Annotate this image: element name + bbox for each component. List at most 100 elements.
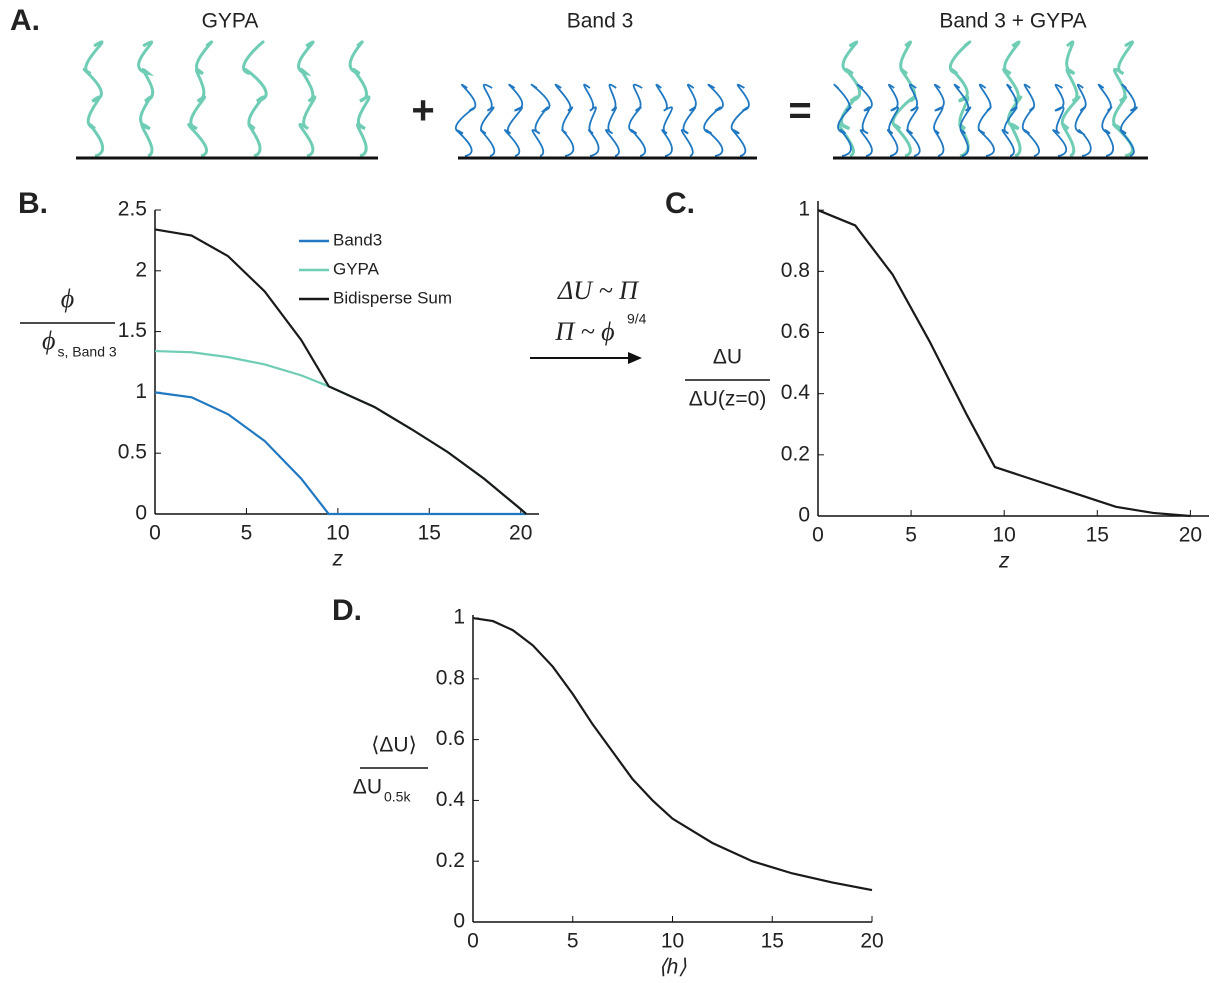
operator: =: [788, 89, 811, 133]
polymer-chain: [348, 40, 371, 158]
y-tick-label: 1: [453, 606, 465, 629]
y-tick-label: 0.6: [781, 320, 810, 343]
y-tick-label: 2.5: [118, 198, 147, 221]
data-line: [154, 349, 527, 515]
y-label-subscript: 0.5k: [384, 789, 411, 805]
y-tick-label: 0: [798, 504, 810, 527]
y-tick-label: 0.8: [436, 666, 465, 689]
polymer-chain: [554, 83, 575, 157]
polymer-chain: [833, 83, 852, 157]
y-label-numerator: ϕ: [61, 284, 74, 313]
y-tick-label: 1: [135, 380, 147, 403]
diagram-title: Band 3 + GYPA: [939, 10, 1086, 33]
x-tick-label: 20: [1179, 524, 1202, 547]
polymer-chain: [82, 40, 104, 158]
x-tick-label: 0: [467, 930, 479, 953]
legend-label: GYPA: [333, 259, 380, 278]
annotation: ΔU ~ Π: [557, 276, 640, 305]
polymer-chain: [891, 40, 917, 158]
polymer-chain: [479, 83, 496, 157]
y-label-numerator: ⟨ΔU⟩: [371, 734, 417, 757]
polymer-chain: [454, 83, 477, 157]
polymer-chain: [933, 83, 945, 157]
y-label-denominator: ϕ: [42, 326, 55, 355]
polymer-chain: [1052, 83, 1067, 157]
y-label-numerator: ΔU: [713, 346, 742, 369]
polymer-chain: [948, 40, 972, 158]
polymer-chain: [1021, 83, 1040, 157]
polymer-chain: [655, 83, 673, 157]
annotation: Π ~ ϕ: [554, 317, 614, 346]
polymer-chain: [583, 83, 600, 157]
x-tick-label: 5: [567, 930, 579, 953]
x-axis-label: z: [998, 550, 1010, 573]
legend-label: Bidisperse Sum: [333, 288, 452, 307]
data-line: [472, 616, 873, 892]
polymer-chain: [856, 83, 873, 157]
polymer-chain: [628, 83, 647, 157]
polymer-chain: [886, 83, 899, 157]
y-tick-label: 2: [135, 258, 147, 281]
legend-label: Band3: [333, 230, 382, 249]
polymer-chain: [953, 83, 972, 157]
x-tick-label: 20: [509, 522, 532, 545]
polymer-chain: [605, 83, 620, 157]
x-tick-label: 10: [993, 524, 1016, 547]
polymer-diagram: [82, 40, 1138, 158]
y-tick-label: 0.4: [781, 381, 811, 404]
panel-label: A.: [10, 4, 40, 37]
polymer-chain: [530, 83, 551, 157]
x-tick-label: 5: [241, 522, 253, 545]
x-tick-label: 10: [661, 930, 684, 953]
polymer-chain: [838, 40, 862, 158]
x-tick-label: 0: [812, 524, 824, 547]
polymer-chain: [1112, 40, 1134, 158]
x-axis-label: z: [332, 548, 344, 571]
polymer-chain: [242, 40, 268, 158]
x-tick-label: 5: [905, 524, 917, 547]
annotation-exponent: 9/4: [627, 311, 647, 327]
polymer-chain: [1001, 83, 1018, 157]
y-label-denominator: ΔU(z=0): [689, 388, 767, 411]
polymer-chain: [680, 83, 697, 157]
y-tick-label: 0.2: [781, 442, 810, 465]
polymer-chain: [906, 83, 921, 157]
y-tick-label: 1: [798, 198, 810, 221]
y-tick-label: 0.6: [436, 727, 465, 750]
polymer-chain: [137, 40, 155, 158]
x-tick-label: 20: [860, 930, 883, 953]
panel-label: D.: [332, 594, 362, 627]
polymer-chain: [187, 40, 214, 158]
data-line: [154, 391, 527, 516]
y-tick-label: 0.5: [118, 441, 147, 464]
polymer-chain: [1097, 83, 1114, 157]
polymer-chain: [730, 83, 750, 157]
x-tick-label: 10: [326, 522, 349, 545]
y-tick-label: 0.4: [436, 788, 466, 811]
arrow-head: [628, 352, 642, 364]
y-label-denominator: ΔU: [353, 776, 382, 799]
y-tick-label: 0.2: [436, 849, 465, 872]
panel-label: C.: [665, 187, 695, 220]
polymer-chain: [977, 83, 995, 157]
y-tick-label: 0.8: [781, 259, 810, 282]
data-line: [817, 209, 1191, 518]
x-tick-label: 15: [418, 522, 441, 545]
x-tick-label: 15: [1086, 524, 1109, 547]
x-axis-label: ⟨h⟩: [658, 956, 686, 979]
operator: +: [411, 89, 434, 133]
y-tick-label: 0: [453, 910, 465, 933]
diagram-title: Band 3: [567, 10, 634, 33]
x-tick-label: 0: [149, 522, 161, 545]
panel-label: B.: [18, 187, 48, 220]
polymer-chain: [297, 40, 317, 158]
y-tick-label: 1.5: [118, 319, 147, 342]
data-line: [154, 228, 527, 515]
polymer-chain: [703, 83, 724, 157]
x-tick-label: 15: [761, 930, 784, 953]
polymer-chain: [504, 83, 523, 157]
polymer-chain: [1060, 40, 1081, 158]
polymer-chain: [1074, 83, 1092, 157]
y-tick-label: 0: [135, 502, 147, 525]
